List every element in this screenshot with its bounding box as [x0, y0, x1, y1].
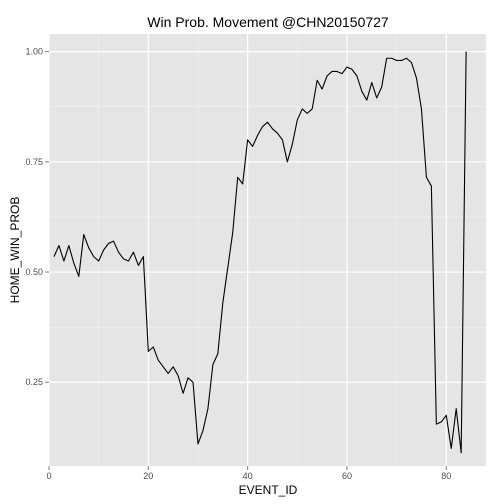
minor-gridlines	[49, 34, 486, 466]
y-axis-ticks: 0.25 0.50 0.75 1.00	[25, 47, 49, 387]
y-tick-label: 0.75	[25, 157, 43, 167]
plot-panel	[49, 34, 486, 466]
x-tick-label: 80	[441, 471, 451, 481]
x-tick-label: 40	[243, 471, 253, 481]
y-axis-title: HOME_WIN_PROB	[8, 197, 22, 304]
chart-title: Win Prob. Movement @CHN20150727	[147, 14, 389, 30]
y-tick-label: 0.25	[25, 377, 43, 387]
x-axis-title: EVENT_ID	[239, 483, 298, 497]
x-tick-label: 0	[46, 471, 51, 481]
x-tick-label: 20	[143, 471, 153, 481]
y-tick-label: 0.50	[25, 267, 43, 277]
major-gridlines	[48, 34, 486, 466]
x-tick-label: 60	[342, 471, 352, 481]
x-axis-ticks: 0 20 40 60 80	[46, 466, 451, 481]
y-tick-label: 1.00	[25, 47, 43, 57]
home-win-prob-line	[53, 51, 467, 454]
